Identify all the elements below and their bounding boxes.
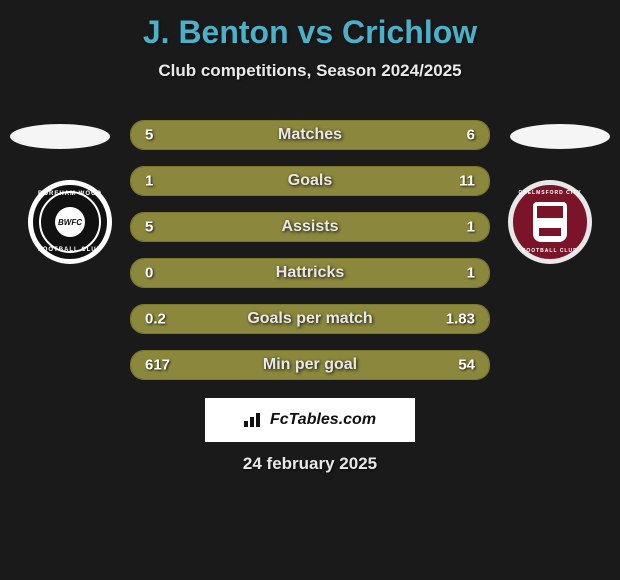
- club-badge-right-text-bottom: FOOTBALL CLUB: [522, 248, 577, 254]
- stat-value-left: 5: [145, 127, 153, 144]
- stat-value-right: 1.83: [446, 311, 475, 328]
- stat-value-right: 54: [458, 357, 475, 374]
- stat-label: Matches: [278, 126, 342, 144]
- stat-value-left: 0.2: [145, 311, 166, 328]
- stat-label: Goals per match: [247, 310, 372, 328]
- bar-chart-icon: [244, 413, 264, 427]
- date-text: 24 february 2025: [243, 454, 377, 474]
- stat-row: 5 6 Matches: [130, 120, 490, 150]
- stat-row: 0 1 Hattricks: [130, 258, 490, 288]
- stat-label: Min per goal: [263, 356, 357, 374]
- stat-label: Hattricks: [276, 264, 344, 282]
- stat-bar-left: [131, 167, 195, 195]
- stat-bar-right: [425, 213, 489, 241]
- club-badge-left: BOREHAM WOOD BWFC FOOTBALL CLUB: [28, 180, 112, 264]
- stat-row: 111Goals: [130, 166, 490, 196]
- club-badge-right: CHELMSFORD CITY FOOTBALL CLUB: [508, 180, 592, 264]
- club-badge-left-text-bottom: FOOTBALL CLUB: [38, 247, 102, 253]
- club-badge-right-shield: [533, 202, 567, 242]
- stat-bar-left: [131, 213, 425, 241]
- stat-value-right: 6: [467, 127, 475, 144]
- player-logo-right-placeholder: [510, 124, 610, 149]
- stat-value-left: 5: [145, 219, 153, 236]
- club-badge-left-initials: BWFC: [55, 207, 85, 237]
- club-badge-left-ring: BWFC: [39, 191, 101, 253]
- brand-badge[interactable]: FcTables.com: [205, 398, 415, 442]
- stat-value-right: 1: [467, 219, 475, 236]
- page-title: J. Benton vs Crichlow: [0, 0, 620, 51]
- stat-value-right: 11: [459, 173, 475, 190]
- subtitle: Club competitions, Season 2024/2025: [0, 61, 620, 81]
- stat-bar-right: [195, 167, 489, 195]
- brand-text: FcTables.com: [270, 411, 376, 429]
- stat-value-left: 1: [145, 173, 153, 190]
- stat-row: 5 1 Assists: [130, 212, 490, 242]
- player-logo-left-placeholder: [10, 124, 110, 149]
- stat-label: Goals: [288, 172, 332, 190]
- stat-value-left: 0: [145, 265, 153, 282]
- stat-label: Assists: [282, 218, 339, 236]
- stat-row: 0.2 1.83 Goals per match: [130, 304, 490, 334]
- stat-value-right: 1: [467, 265, 475, 282]
- stat-value-left: 617: [145, 357, 170, 374]
- club-badge-right-text-top: CHELMSFORD CITY: [518, 190, 581, 196]
- stats-chart: 56Matches111Goals51Assists01Hattricks0.2…: [130, 120, 490, 396]
- stat-row: 617 54 Min per goal: [130, 350, 490, 380]
- stat-bar-left: [131, 121, 292, 149]
- club-badge-left-text-top: BOREHAM WOOD: [38, 191, 102, 197]
